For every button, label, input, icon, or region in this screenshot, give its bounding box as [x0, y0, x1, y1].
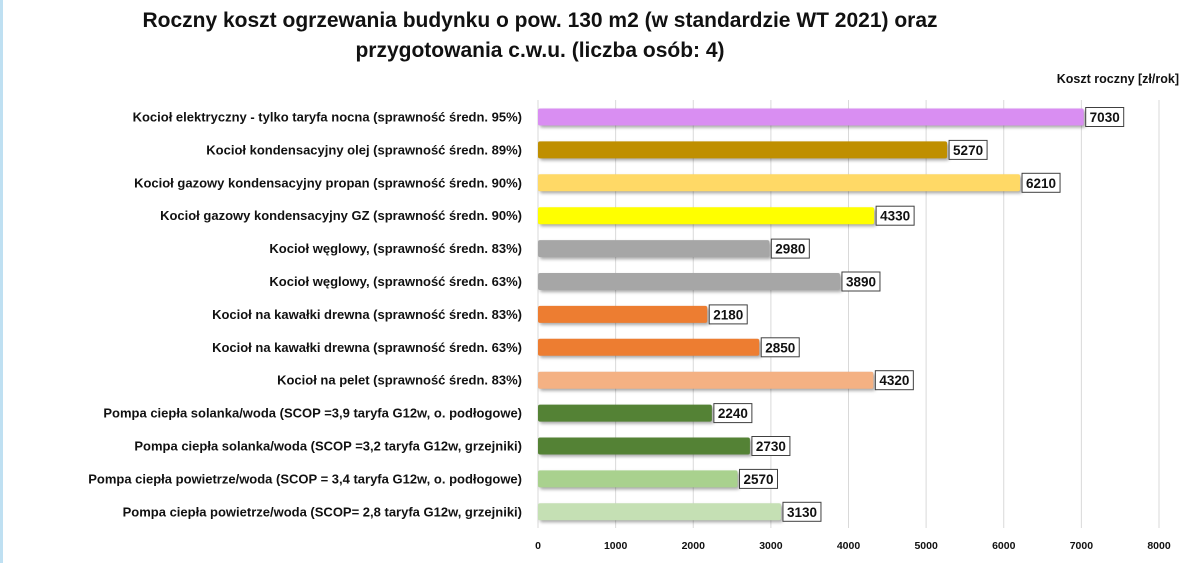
- chart-title: Roczny koszt ogrzewania budynku o pow. 1…: [40, 6, 1040, 66]
- value-label-box-3: [875, 205, 915, 226]
- value-labels: 7030 5270 6210 4330 2980 3890 2180 2850 4320 2240…: [708, 107, 1125, 522]
- value-label-text-3: 4330: [880, 209, 910, 224]
- value-label-box-4: [770, 238, 810, 259]
- value-label-0: 7030: [1085, 107, 1125, 127]
- value-label-text-0: 7030: [1090, 110, 1120, 125]
- bar-12: [538, 503, 781, 521]
- value-label-12: 3130: [782, 501, 822, 522]
- value-label-text-7: 2850: [765, 340, 795, 355]
- bars: [538, 108, 1084, 521]
- bar-6: [538, 305, 708, 323]
- bar-9: [538, 404, 712, 422]
- value-label-box-5: [841, 271, 881, 292]
- value-label-text-11: 2570: [743, 472, 773, 487]
- value-label-text-4: 2980: [775, 242, 805, 257]
- value-label-5: 3890: [841, 271, 881, 292]
- left-edge-rule: [0, 0, 3, 563]
- category-label-12: Pompa ciepła powietrze/woda (SCOP= 2,8 t…: [123, 504, 522, 519]
- category-label-6: Kocioł na kawałki drewna (sprawność śred…: [212, 307, 522, 322]
- category-label-7: Kocioł na kawałki drewna (sprawność śred…: [212, 340, 522, 355]
- value-label-3: 4330: [875, 205, 915, 226]
- value-label-text-2: 6210: [1026, 176, 1056, 191]
- x-tick-label-3: 3000: [759, 540, 783, 552]
- value-label-text-8: 4320: [879, 373, 909, 388]
- bar-10: [538, 437, 750, 455]
- value-label-box-10: [751, 436, 791, 456]
- category-label-8: Kocioł na pelet (sprawność średn. 83%): [277, 373, 522, 388]
- bar-1: [538, 141, 948, 159]
- value-label-text-12: 3130: [787, 505, 817, 520]
- value-label-text-6: 2180: [713, 307, 743, 322]
- value-label-box-0: [1085, 107, 1125, 127]
- value-label-box-1: [948, 139, 988, 160]
- category-label-10: Pompa ciepła solanka/woda (SCOP =3,2 tar…: [134, 439, 522, 454]
- bar-2: [538, 174, 1021, 192]
- category-label-11: Pompa ciepła powietrze/woda (SCOP = 3,4 …: [88, 471, 522, 486]
- value-label-11: 2570: [738, 468, 778, 489]
- category-label-5: Kocioł węglowy, (sprawność średn. 63%): [269, 274, 522, 289]
- bar-8: [538, 371, 874, 389]
- value-label-box-12: [782, 501, 822, 522]
- x-tick-label-8: 8000: [1147, 540, 1171, 552]
- bar-5: [538, 273, 840, 290]
- value-label-box-2: [1021, 172, 1061, 193]
- value-label-9: 2240: [713, 403, 753, 424]
- value-label-8: 4320: [874, 370, 914, 391]
- category-label-9: Pompa ciepła solanka/woda (SCOP =3,9 tar…: [103, 406, 522, 421]
- value-label-4: 2980: [770, 238, 810, 259]
- bar-4: [538, 240, 770, 258]
- value-label-text-5: 3890: [846, 275, 876, 290]
- bar-3: [538, 207, 875, 225]
- gridlines: [537, 100, 1160, 528]
- bar-0: [538, 108, 1084, 126]
- value-label-text-9: 2240: [718, 406, 748, 421]
- value-label-box-9: [713, 403, 753, 424]
- chart-title-line-2: przygotowania c.w.u. (liczba osób: 4): [355, 39, 725, 62]
- value-label-box-11: [738, 468, 778, 489]
- x-tick-label-7: 7000: [1070, 540, 1094, 552]
- value-label-6: 2180: [708, 304, 748, 325]
- category-label-4: Kocioł węglowy, (sprawność średn. 83%): [269, 241, 522, 256]
- value-label-2: 6210: [1021, 172, 1061, 193]
- unit-label: Koszt roczny [zł/rok]: [1056, 72, 1179, 86]
- bar-7: [538, 338, 760, 356]
- value-label-text-1: 5270: [953, 143, 983, 158]
- value-label-10: 2730: [751, 436, 791, 456]
- category-label-3: Kocioł gazowy kondensacyjny GZ (sprawnoś…: [160, 208, 522, 223]
- x-tick-label-2: 2000: [682, 540, 706, 552]
- value-label-7: 2850: [760, 337, 800, 358]
- value-label-box-6: [708, 304, 748, 325]
- bar-11: [538, 470, 738, 488]
- value-label-box-7: [760, 337, 800, 358]
- category-labels: Kocioł elektryczny - tylko taryfa nocna …: [88, 110, 522, 520]
- value-label-text-10: 2730: [756, 439, 786, 454]
- x-tick-label-6: 6000: [992, 540, 1016, 552]
- x-tick-label-4: 4000: [837, 540, 861, 552]
- category-label-2: Kocioł gazowy kondensacyjny propan (spra…: [134, 175, 522, 190]
- chart-title-line-1: Roczny koszt ogrzewania budynku o pow. 1…: [142, 9, 938, 32]
- category-label-0: Kocioł elektryczny - tylko taryfa nocna …: [133, 110, 522, 125]
- value-label-1: 5270: [948, 139, 988, 160]
- x-tick-label-0: 0: [535, 540, 541, 552]
- x-tick-labels: 0 1000 2000 3000 4000 5000 6000 7000 8000: [535, 540, 1171, 552]
- category-label-1: Kocioł kondensacyjny olej (sprawność śre…: [206, 142, 522, 157]
- value-label-box-8: [874, 370, 914, 391]
- x-tick-label-5: 5000: [914, 540, 938, 552]
- x-tick-label-1: 1000: [604, 540, 628, 552]
